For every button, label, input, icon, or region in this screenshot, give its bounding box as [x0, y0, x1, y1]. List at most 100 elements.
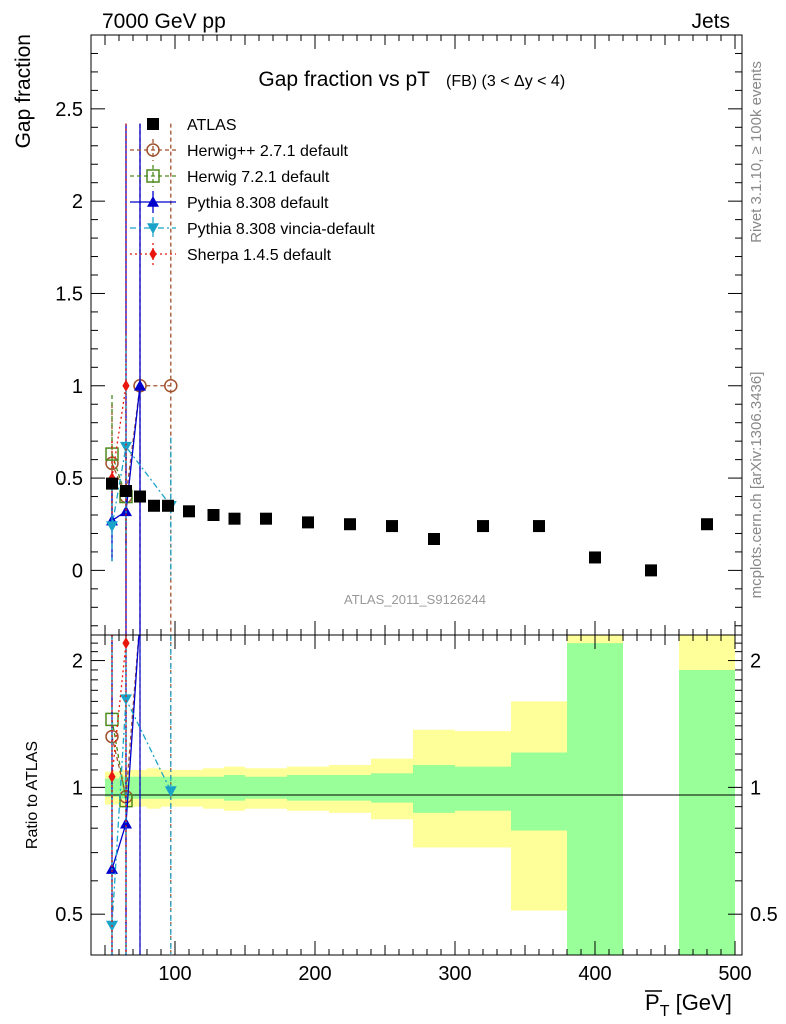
ratio-y-tick-label-right: 2 [750, 651, 761, 673]
x-axis-label: PT [GeV] [645, 990, 732, 1020]
data-point [134, 379, 146, 391]
rivet-version-label: Rivet 3.1.10, ≥ 100k events [748, 61, 765, 243]
y-axis-label-top: Gap fraction [12, 34, 35, 148]
data-point [148, 499, 160, 512]
ratio-band-inner [413, 765, 455, 813]
ratio-band-inner [224, 774, 245, 801]
data-point [122, 379, 130, 392]
data-point [164, 379, 178, 393]
ratio-line [111, 635, 140, 797]
ratio-y-tick-label: 0.5 [55, 904, 83, 926]
data-point [260, 512, 272, 525]
x-axis-label-p: P [645, 990, 660, 1015]
legend-label: Herwig 7.2.1 default [187, 169, 330, 186]
y-tick-label: 0 [72, 560, 83, 582]
legend: ATLAS Herwig++ 2.7.1 default Herwig 7.2.1 … [130, 117, 375, 265]
data-point [120, 505, 132, 517]
header-energy: 7000 GeV pp [102, 10, 226, 33]
series-herwig-2-7-1-default [105, 123, 178, 635]
ratio-point [164, 786, 177, 798]
data-point [645, 564, 657, 577]
legend-entry: Herwig 7.2.1 default [130, 165, 330, 187]
data-point [344, 518, 356, 531]
y-tick-label: 1.5 [55, 283, 83, 305]
data-point [228, 512, 241, 525]
legend-marker [147, 118, 159, 130]
ratio-band-inner [329, 774, 371, 801]
y-axis-label-ratio: Ratio to ATLAS [24, 741, 41, 849]
data-point [207, 509, 220, 521]
series-line [111, 385, 171, 500]
data-point [183, 505, 195, 518]
legend-label: Sherpa 1.4.5 default [187, 247, 332, 264]
ratio-band-inner [175, 776, 203, 799]
y-tick-label: 2.5 [55, 99, 83, 121]
x-axis-label-main: PT [GeV] [645, 990, 732, 1020]
legend-entry: ATLAS [147, 117, 237, 134]
ratio-line [111, 696, 172, 926]
legend-marker [147, 196, 159, 207]
ratio-band-inner [245, 776, 287, 799]
y-tick-label: 1 [72, 376, 83, 398]
data-point [106, 521, 118, 533]
x-axis-label-sub: T [660, 1003, 670, 1020]
legend-entry: Pythia 8.308 vincia-default [130, 217, 375, 239]
x-tick-label: 200 [298, 963, 331, 985]
ratio-plot-panel: 0.5 0.5 1 1 2 2 100 200 300 400 500 [55, 634, 778, 985]
data-point [302, 516, 314, 529]
mcplots-label: mcplots.cern.ch [arXiv:1306.3436] [748, 372, 765, 599]
ratio-series-sherpa-1-4-5-default [108, 635, 130, 955]
x-tick-label: 500 [718, 963, 751, 985]
ratio-line [111, 643, 127, 777]
x-tick-label: 300 [438, 963, 471, 985]
ratio-point [120, 694, 132, 706]
data-point [477, 520, 489, 533]
watermark-analysis-id: ATLAS_2011_S9126244 [344, 592, 486, 607]
ratio-band-inner [455, 766, 511, 811]
legend-marker [147, 223, 159, 234]
y-tick-label: 2 [72, 191, 83, 213]
legend-label: Pythia 8.308 default [187, 195, 329, 212]
legend-label: Herwig++ 2.7.1 default [187, 143, 349, 160]
ratio-y-tick-label-right: 1 [750, 777, 761, 799]
legend-marker [146, 169, 160, 183]
data-point [120, 441, 132, 453]
chart-title-suffix: (FB) (3 < Δy < 4) [446, 73, 565, 90]
data-point [428, 533, 440, 545]
ratio-plot-frame [90, 634, 743, 956]
ratio-point [120, 817, 132, 829]
legend-label: ATLAS [187, 117, 237, 134]
ratio-band-inner [203, 776, 224, 799]
x-tick-label: 100 [158, 963, 191, 985]
series-herwig-7-2-1-default [105, 395, 133, 552]
series-atlas-data [106, 477, 713, 577]
data-point [162, 499, 174, 512]
legend-label: Pythia 8.308 vincia-default [187, 221, 375, 238]
ratio-point [122, 637, 130, 650]
ratio-y-tick-label: 2 [72, 651, 83, 673]
data-point [386, 520, 398, 533]
data-point [120, 485, 132, 497]
ratio-y-tick-label: 1 [72, 777, 83, 799]
series-pythia-8-308-vincia-default [106, 334, 177, 580]
main-plot-panel: 0 0.5 1 1.5 2 2.5 Gap fraction vs pT (FB) (3 … [55, 34, 743, 636]
data-point [533, 520, 545, 533]
ratio-y-tick-label-right: 0.5 [750, 904, 778, 926]
ratio-band-inner [567, 643, 623, 955]
header-category: Jets [691, 10, 730, 33]
ratio-band-inner [511, 752, 567, 831]
data-point [701, 518, 713, 531]
ratio-band-inner [147, 776, 161, 799]
ratio-band-inner [371, 773, 413, 803]
legend-marker [146, 143, 160, 157]
data-point [106, 477, 118, 490]
x-tick-label: 400 [578, 963, 611, 985]
series-line [111, 385, 127, 479]
legend-entry: Pythia 8.308 default [130, 191, 329, 213]
ratio-band-inner [287, 774, 329, 801]
chart-title: Gap fraction vs pT [258, 68, 430, 91]
ratio-point [108, 770, 116, 783]
legend-entry: Herwig++ 2.7.1 default [130, 139, 349, 161]
data-point [589, 551, 601, 564]
